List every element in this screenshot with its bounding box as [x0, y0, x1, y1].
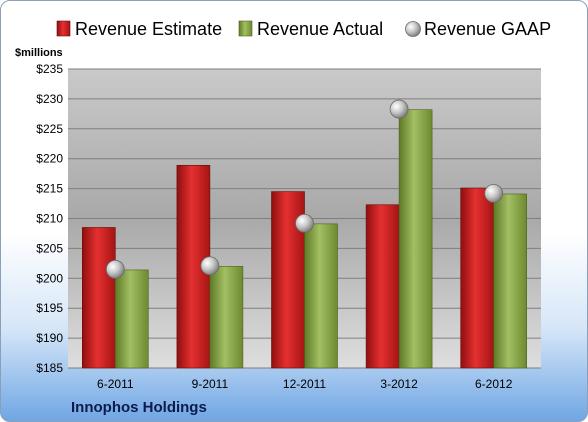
legend-label: Revenue Actual	[257, 19, 383, 39]
legend-label: Revenue GAAP	[424, 19, 551, 39]
x-tick-label: 6-2011	[97, 377, 134, 391]
point-revenue-gaap	[200, 256, 220, 276]
company-name: Innophos Holdings	[71, 399, 207, 416]
legend-swatch	[405, 21, 421, 37]
x-axis: 6-2011 9-2011 12-2011 3-2012 6-2012	[97, 377, 513, 391]
x-tick-label: 9-2011	[192, 377, 229, 391]
bar-revenue-actual	[493, 193, 528, 369]
gaap-points	[105, 99, 504, 279]
y-tick-label: $200	[36, 271, 63, 285]
bars	[82, 109, 528, 369]
x-tick-label: 3-2012	[380, 377, 418, 391]
bar-revenue-actual	[398, 109, 433, 369]
y-tick-label: $215	[36, 182, 63, 196]
bar-revenue-actual	[304, 223, 338, 369]
y-axis-unit-label: $millions	[15, 47, 63, 59]
point-revenue-gaap	[484, 183, 504, 203]
x-tick-label: 12-2011	[283, 377, 326, 391]
y-tick-label: $195	[36, 301, 63, 315]
bar-revenue-actual	[115, 269, 149, 369]
point-revenue-gaap	[389, 99, 409, 119]
y-tick-label: $190	[36, 331, 63, 345]
y-axis: $185 $190 $195 $200 $205 $210 $215 $220 $225 $230…	[36, 62, 63, 375]
point-revenue-gaap	[105, 259, 125, 279]
legend-swatch	[238, 20, 253, 37]
y-tick-label: $225	[36, 122, 63, 136]
y-tick-label: $210	[36, 212, 63, 226]
legend-label: Revenue Estimate	[75, 19, 222, 39]
y-tick-label: $185	[36, 361, 63, 375]
y-tick-label: $205	[36, 241, 63, 255]
bar-revenue-estimate	[460, 187, 495, 369]
y-tick-label: $230	[36, 92, 63, 106]
legend: Revenue Estimate Revenue Actual Revenue GA…	[56, 19, 551, 39]
y-tick-label: $220	[36, 152, 63, 166]
bar-revenue-actual	[209, 266, 244, 369]
legend-swatch	[56, 20, 71, 37]
y-tick-label: $235	[36, 62, 63, 76]
bar-revenue-estimate	[82, 227, 116, 369]
x-tick-label: 6-2012	[475, 377, 513, 391]
bar-revenue-estimate	[365, 204, 400, 369]
point-revenue-gaap	[295, 213, 314, 233]
